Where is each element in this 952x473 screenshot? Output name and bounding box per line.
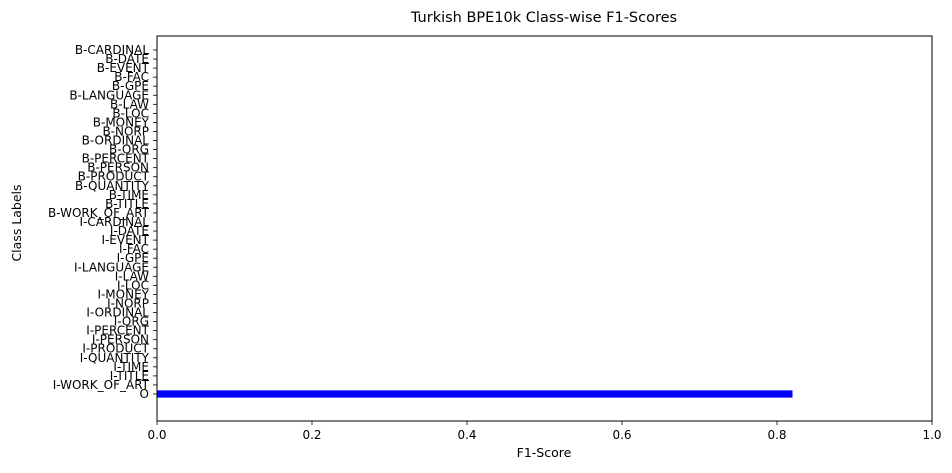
y-tick-label: B-LANGUAGE	[69, 88, 149, 102]
chart-title: Turkish BPE10k Class-wise F1-Scores	[410, 10, 677, 26]
y-tick-label: I-EVENT	[101, 233, 149, 247]
y-tick-label: I-LOC	[117, 278, 149, 292]
y-tick-label: I-WORK_OF_ART	[53, 378, 150, 392]
y-tick-label: I-ORG	[114, 315, 149, 329]
y-tick-label: I-MONEY	[97, 287, 149, 301]
y-tick-label: B-CARDINAL	[75, 43, 149, 57]
y-tick-label: B-PERSON	[87, 161, 149, 175]
y-tick-label: B-ORG	[109, 143, 149, 157]
y-tick-label: I-ORDINAL	[86, 306, 149, 320]
y-tick-label: B-EVENT	[97, 61, 150, 75]
y-tick-label: B-NORP	[102, 124, 149, 138]
y-tick-label: I-PERSON	[92, 333, 149, 347]
y-tick-label: I-FAC	[119, 242, 149, 256]
x-tick-label: 0.2	[302, 428, 321, 442]
y-tick-label: I-LANGUAGE	[74, 260, 149, 274]
bars-group	[157, 390, 793, 398]
y-tick-label: B-GPE	[112, 79, 149, 93]
y-tick-label: B-FAC	[114, 70, 149, 84]
x-axis-ticks: 0.0 0.2 0.4 0.6 0.8 1.0	[147, 421, 942, 442]
x-tick-label: 0.4	[457, 428, 476, 442]
y-tick-label: I-GPE	[117, 251, 149, 265]
y-tick-label: B-LOC	[112, 106, 149, 120]
y-tick-label: B-LAW	[110, 97, 149, 111]
y-tick-label: B-DATE	[105, 52, 149, 66]
y-tick-label: B-ORDINAL	[82, 134, 150, 148]
y-tick-label: B-TITLE	[105, 197, 149, 211]
y-tick-label: B-TIME	[109, 188, 149, 202]
y-tick-label: B-MONEY	[93, 115, 150, 129]
x-tick-label: 0.0	[147, 428, 166, 442]
y-tick-label: B-QUANTITY	[75, 179, 150, 193]
plot-frame	[156, 35, 933, 422]
y-tick-label: I-QUANTITY	[80, 351, 150, 365]
bar-o	[157, 390, 793, 398]
y-tick-label: I-NORP	[107, 296, 149, 310]
x-tick-label: 0.6	[612, 428, 631, 442]
y-tick-label: I-LAW	[115, 269, 149, 283]
y-tick-label: I-TIME	[113, 360, 149, 374]
y-tick-label: I-CARDINAL	[80, 215, 150, 229]
y-tick-label: I-TITLE	[110, 369, 149, 383]
y-tick-label: B-WORK_OF_ART	[48, 206, 150, 220]
y-tick-label: B-PRODUCT	[78, 170, 150, 184]
y-tick-label: B-PERCENT	[82, 152, 150, 166]
y-tick-label: O	[140, 387, 149, 401]
x-tick-label: 1.0	[922, 428, 941, 442]
y-tick-label: I-PRODUCT	[82, 342, 149, 356]
y-tick-label: I-DATE	[110, 224, 149, 238]
x-axis-label: F1-Score	[517, 445, 572, 460]
x-tick-label: 0.8	[767, 428, 786, 442]
y-tick-label: I-PERCENT	[86, 324, 149, 338]
y-axis-label: Class Labels	[9, 184, 24, 261]
y-axis-ticks: B-CARDINALB-DATEB-EVENTB-FACB-GPEB-LANGU…	[48, 43, 157, 401]
